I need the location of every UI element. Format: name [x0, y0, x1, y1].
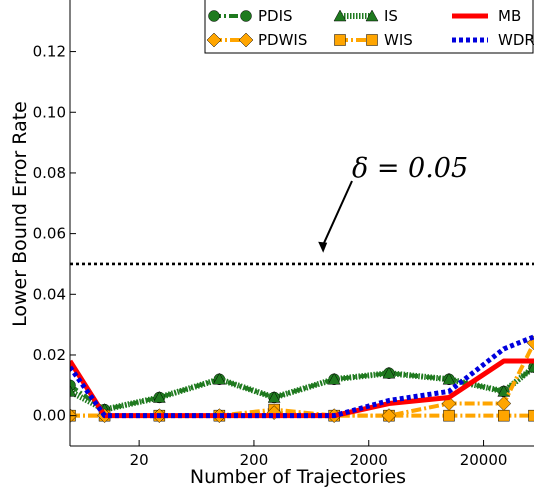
series-group — [70, 262, 534, 424]
data-point-is-4 — [267, 390, 281, 403]
legend-label-mb: MB — [498, 7, 521, 25]
series-line-mb — [70, 358, 534, 419]
axes: 0.00 0.02 0.04 0.06 0.08 0.10 0.12 20 200 2000 200… — [33, 0, 534, 469]
data-point-is-3 — [212, 372, 226, 385]
data-point-is-6 — [382, 366, 396, 379]
data-point-wis-8 — [498, 409, 510, 422]
legend-label-pdwis: PDWIS — [258, 31, 307, 49]
legend-marker-pdis-a — [208, 10, 220, 22]
y-axis-title: Lower Bound Error Rate — [9, 101, 31, 327]
legend-label-wis: WIS — [384, 31, 413, 49]
data-point-is-9 — [527, 360, 534, 373]
y-tick-label-4: 0.08 — [33, 164, 66, 182]
data-point-is-7 — [442, 372, 456, 385]
legend-marker-pdis-b — [240, 10, 252, 22]
series-line-is — [70, 364, 534, 413]
y-tick-label-5: 0.10 — [33, 103, 66, 121]
legend-marker-pdwis-a — [206, 32, 222, 48]
data-point-pdwis-8 — [496, 396, 512, 411]
x-axis-title: Number of Trajectories — [190, 466, 406, 488]
threshold-annotation: δ = 0.05 — [352, 153, 468, 184]
y-tick-label-2: 0.04 — [33, 285, 66, 303]
data-point-pdwis-6 — [381, 408, 397, 424]
data-point-is-2 — [152, 390, 166, 403]
series-line-wdr — [70, 334, 534, 419]
legend-label-is: IS — [384, 7, 398, 25]
legend-marker-wis-a — [334, 34, 346, 46]
legend-label-wdr: WDR — [498, 31, 534, 49]
x-tick-label-0: 20 — [130, 451, 149, 469]
legend-marker-is-b — [365, 9, 379, 22]
annotation-arrow-shaft — [322, 180, 353, 246]
annotation-arrow-head — [318, 241, 328, 253]
legend-marker-is-a — [333, 9, 347, 22]
y-tick-label-1: 0.02 — [33, 346, 66, 364]
legend: PDIS IS MB PDWIS WIS WDR — [204, 0, 534, 54]
x-tick-label-3: 20000 — [460, 451, 508, 469]
x-tick-label-2: 2000 — [350, 451, 388, 469]
data-point-wis-9 — [528, 409, 534, 422]
plot-area — [70, 262, 534, 424]
x-tick-label-1: 200 — [240, 451, 269, 469]
legend-marker-pdwis-b — [238, 32, 254, 48]
data-point-is-5 — [327, 372, 341, 385]
series-line-pdwis — [70, 341, 534, 418]
legend-label-pdis: PDIS — [258, 7, 293, 25]
y-tick-label-0: 0.00 — [33, 407, 66, 425]
data-point-is-0 — [70, 384, 77, 397]
y-tick-label-3: 0.06 — [33, 225, 66, 243]
y-tick-label-6: 0.12 — [33, 43, 66, 61]
legend-marker-wis-b — [366, 34, 378, 46]
annotation: δ = 0.05 — [318, 153, 468, 253]
data-point-wis-7 — [443, 409, 455, 422]
